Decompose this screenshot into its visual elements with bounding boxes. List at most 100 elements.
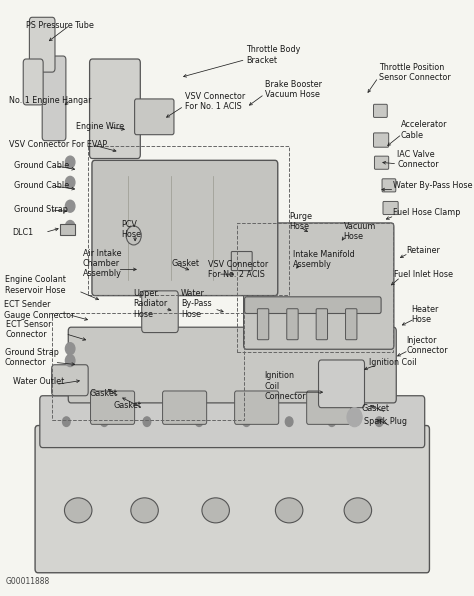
Bar	[237, 224, 393, 352]
Bar	[52, 313, 244, 420]
Point	[125, 172, 131, 179]
Point	[210, 172, 216, 179]
Ellipse shape	[275, 498, 303, 523]
Text: VSV Connector
For No. 2 ACIS: VSV Connector For No. 2 ACIS	[208, 260, 268, 279]
FancyBboxPatch shape	[231, 252, 252, 271]
FancyBboxPatch shape	[23, 59, 43, 105]
Text: Engine Wire: Engine Wire	[76, 122, 124, 132]
FancyBboxPatch shape	[40, 396, 425, 448]
Bar	[60, 224, 75, 235]
FancyBboxPatch shape	[346, 309, 357, 340]
FancyBboxPatch shape	[257, 309, 269, 340]
Ellipse shape	[131, 498, 158, 523]
Ellipse shape	[344, 498, 372, 523]
Circle shape	[63, 417, 70, 427]
Circle shape	[65, 343, 75, 355]
FancyBboxPatch shape	[90, 59, 140, 159]
Text: Ground Strap
Connector: Ground Strap Connector	[5, 348, 59, 367]
Point	[168, 172, 173, 179]
Text: G00011888: G00011888	[6, 576, 50, 586]
FancyBboxPatch shape	[163, 391, 207, 424]
FancyBboxPatch shape	[29, 17, 55, 72]
Circle shape	[65, 355, 75, 367]
Text: VSV Connector
For No. 1 ACIS: VSV Connector For No. 1 ACIS	[185, 92, 245, 111]
Circle shape	[65, 176, 75, 188]
Circle shape	[143, 417, 151, 427]
Text: Ground Cable: Ground Cable	[14, 161, 69, 170]
FancyBboxPatch shape	[382, 179, 396, 192]
FancyBboxPatch shape	[42, 56, 66, 141]
Text: Retainer: Retainer	[407, 246, 440, 255]
Text: ECT Sender
Gauge Connector: ECT Sender Gauge Connector	[4, 300, 74, 319]
Circle shape	[328, 417, 336, 427]
FancyBboxPatch shape	[92, 160, 278, 296]
Text: Fuel Inlet Hose: Fuel Inlet Hose	[394, 269, 453, 279]
Text: Air Intake
Chamber
Assembly: Air Intake Chamber Assembly	[83, 249, 122, 278]
Text: Throttle Body
Bracket: Throttle Body Bracket	[246, 45, 301, 64]
Text: Spark Plug: Spark Plug	[364, 417, 407, 427]
Point	[125, 277, 131, 284]
Text: Ignition Coil: Ignition Coil	[369, 358, 416, 367]
FancyBboxPatch shape	[91, 391, 135, 424]
Text: Vacuum
Hose: Vacuum Hose	[344, 222, 376, 241]
Text: Injector
Connector: Injector Connector	[407, 336, 448, 355]
Circle shape	[243, 417, 250, 427]
Text: Ignition
Coil
Connector: Ignition Coil Connector	[264, 371, 306, 401]
Bar	[88, 146, 289, 295]
Circle shape	[285, 417, 293, 427]
Text: ECT Sensor
Connector: ECT Sensor Connector	[6, 320, 51, 339]
Circle shape	[65, 221, 75, 232]
Text: Brake Booster
Vacuum Hose: Brake Booster Vacuum Hose	[265, 80, 322, 99]
Text: Upper
Radiator
Hose: Upper Radiator Hose	[134, 289, 168, 319]
FancyBboxPatch shape	[383, 201, 398, 215]
Text: Gasket: Gasket	[172, 259, 200, 268]
FancyBboxPatch shape	[52, 365, 88, 396]
FancyBboxPatch shape	[68, 327, 396, 403]
Text: Water Outlet: Water Outlet	[13, 377, 64, 386]
Text: Intake Manifold
Assembly: Intake Manifold Assembly	[293, 250, 355, 269]
FancyBboxPatch shape	[245, 297, 381, 313]
Circle shape	[65, 156, 75, 168]
FancyBboxPatch shape	[374, 133, 389, 147]
FancyBboxPatch shape	[319, 360, 365, 408]
Circle shape	[65, 200, 75, 212]
FancyBboxPatch shape	[35, 426, 429, 573]
Text: Gasket: Gasket	[114, 401, 142, 410]
FancyBboxPatch shape	[287, 309, 298, 340]
FancyBboxPatch shape	[244, 223, 394, 349]
Text: Engine Coolant
Reservoir Hose: Engine Coolant Reservoir Hose	[5, 275, 65, 294]
Text: VSV Connector For EVAP: VSV Connector For EVAP	[9, 140, 108, 150]
FancyBboxPatch shape	[135, 99, 174, 135]
FancyBboxPatch shape	[307, 391, 351, 424]
FancyBboxPatch shape	[374, 104, 387, 117]
Text: Purge
Hose: Purge Hose	[289, 212, 312, 231]
Text: Ground Cable: Ground Cable	[14, 181, 69, 191]
Text: Accelerator
Cable: Accelerator Cable	[401, 120, 447, 139]
Circle shape	[100, 417, 108, 427]
FancyBboxPatch shape	[316, 309, 328, 340]
Text: Gasket: Gasket	[89, 389, 117, 398]
Text: Water
By-Pass
Hose: Water By-Pass Hose	[181, 289, 212, 319]
Ellipse shape	[64, 498, 92, 523]
Point	[168, 277, 173, 284]
FancyBboxPatch shape	[142, 291, 178, 333]
Text: PS Pressure Tube: PS Pressure Tube	[26, 20, 94, 30]
Text: DLC1: DLC1	[12, 228, 33, 237]
Ellipse shape	[202, 498, 229, 523]
Text: IAC Valve
Connector: IAC Valve Connector	[397, 150, 439, 169]
Circle shape	[195, 417, 203, 427]
Text: PCV
Hose: PCV Hose	[121, 220, 141, 239]
Text: Throttle Position
Sensor Connector: Throttle Position Sensor Connector	[379, 63, 451, 82]
Text: Ground Strap: Ground Strap	[14, 205, 68, 215]
Text: Fuel Hose Clamp: Fuel Hose Clamp	[393, 208, 461, 218]
Text: Gasket: Gasket	[361, 403, 389, 413]
Circle shape	[347, 408, 362, 427]
Text: No. 1 Engine Hangar: No. 1 Engine Hangar	[9, 95, 92, 105]
FancyBboxPatch shape	[235, 391, 279, 424]
Circle shape	[375, 417, 383, 427]
Point	[210, 277, 216, 284]
Circle shape	[126, 226, 141, 245]
Text: Water By-Pass Hose: Water By-Pass Hose	[393, 181, 473, 191]
FancyBboxPatch shape	[374, 156, 389, 169]
Text: Heater
Hose: Heater Hose	[411, 305, 439, 324]
